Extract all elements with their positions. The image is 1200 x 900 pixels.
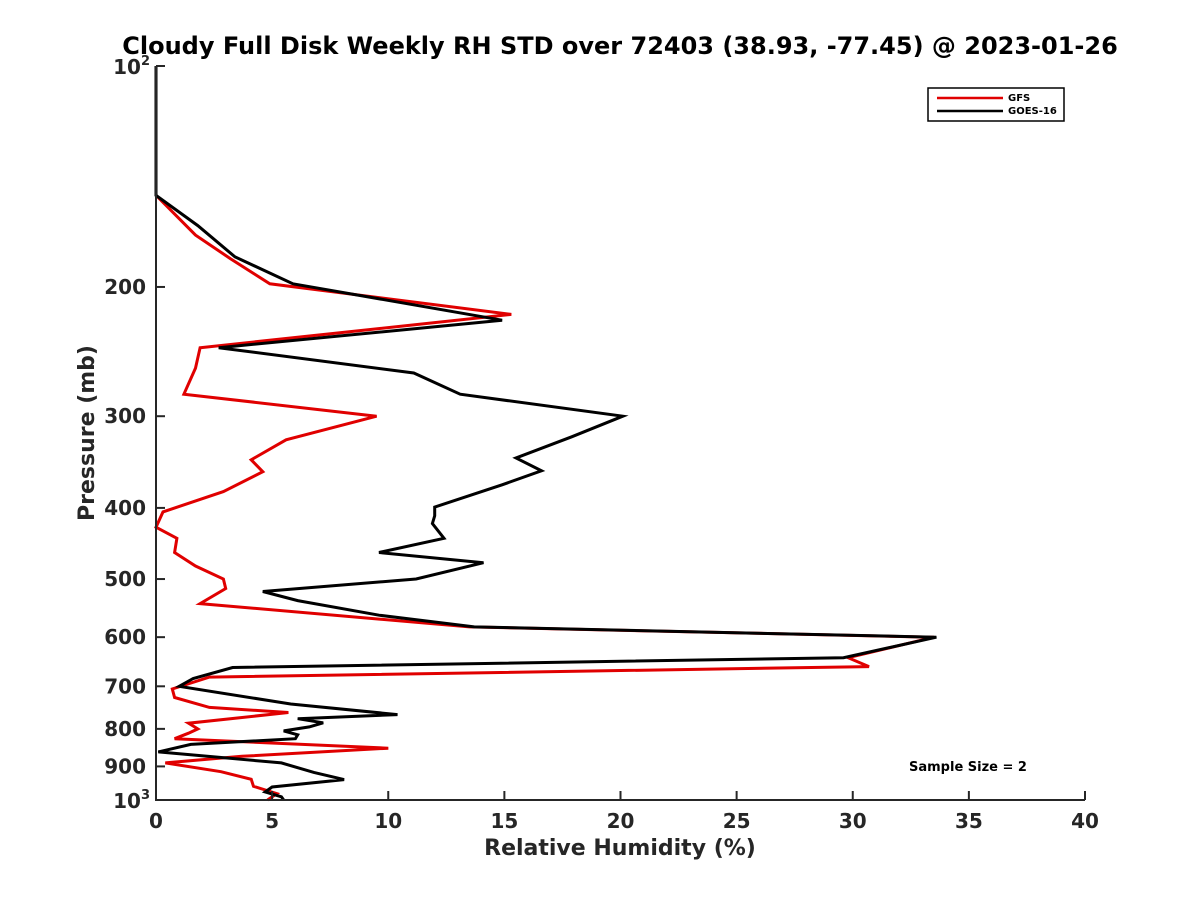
x-tick-label: 35 xyxy=(955,809,983,833)
series-layer xyxy=(154,66,937,802)
x-tick-label: 30 xyxy=(839,809,867,833)
legend-label-goes16: GOES-16 xyxy=(1008,106,1057,117)
legend: GFS GOES-16 xyxy=(927,87,1065,122)
y-tick-label: 900 xyxy=(104,754,146,778)
y-axis-ticks: 102 200 300 400 500 600 700 800 900 103 xyxy=(104,54,165,813)
y-tick-label: 300 xyxy=(104,404,146,428)
y-tick-label: 700 xyxy=(104,674,146,698)
legend-label-gfs: GFS xyxy=(1008,93,1030,104)
x-tick-label: 20 xyxy=(607,809,635,833)
y-tick-label: 200 xyxy=(104,275,146,299)
series-line-goes-16 xyxy=(154,66,937,801)
y-tick-label: 500 xyxy=(104,567,146,591)
y-tick-label: 800 xyxy=(104,717,146,741)
x-tick-label: 25 xyxy=(723,809,751,833)
x-tick-label: 10 xyxy=(374,809,402,833)
sample-size-annotation: Sample Size = 2 xyxy=(909,760,1027,775)
x-tick-label: 40 xyxy=(1071,809,1099,833)
x-axis-label: Relative Humidity (%) xyxy=(484,836,756,861)
series-line-gfs xyxy=(154,66,935,802)
x-tick-label: 15 xyxy=(490,809,518,833)
legend-box xyxy=(927,87,1065,122)
y-tick-label: 102 xyxy=(113,54,150,79)
y-tick-label: 103 xyxy=(113,788,150,813)
y-tick-label: 600 xyxy=(104,625,146,649)
x-tick-label: 5 xyxy=(265,809,279,833)
y-axis-label: Pressure (mb) xyxy=(75,345,100,521)
y-tick-label: 400 xyxy=(104,496,146,520)
chart-title: Cloudy Full Disk Weekly RH STD over 7240… xyxy=(122,32,1118,60)
x-axis-ticks: 0 5 10 15 20 25 30 35 40 xyxy=(149,791,1099,833)
x-tick-label: 0 xyxy=(149,809,163,833)
